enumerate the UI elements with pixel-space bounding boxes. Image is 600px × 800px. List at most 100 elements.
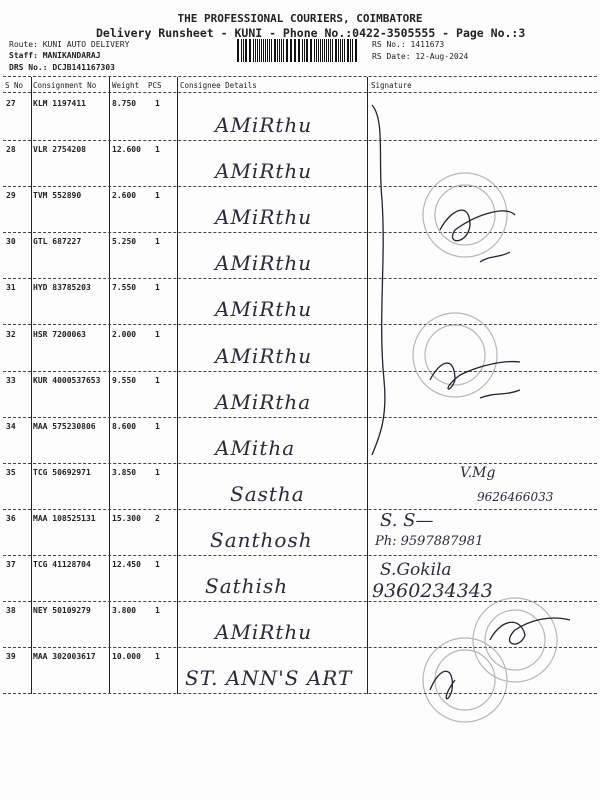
row-consignee-handwritten: AMiRthu: [215, 343, 313, 368]
barcode-bar: [295, 39, 296, 62]
row-divider: [3, 232, 597, 234]
row-consignment-no: HSR 7200063: [33, 329, 86, 339]
row-pcs: 1: [155, 606, 160, 616]
barcode-bar: [305, 39, 307, 62]
row-sno: 37: [6, 560, 16, 569]
col-consignment: Consignment No: [33, 81, 97, 90]
rs-date: RS Date: 12-Aug-2024: [372, 52, 469, 61]
row-sno: 34: [6, 421, 16, 431]
row-consignee-handwritten: AMiRthu: [215, 251, 313, 276]
row-consignee-handwritten: Sathish: [205, 574, 289, 598]
row-sno: 39: [6, 652, 16, 662]
barcode-bar: [257, 39, 258, 62]
barcode: [237, 39, 359, 62]
row-weight: 3.800: [112, 606, 137, 616]
barcode-bar: [338, 39, 340, 62]
row-consignee-handwritten: Sastha: [230, 481, 305, 506]
row-sno: 35: [6, 467, 16, 477]
column-rule: [367, 77, 368, 694]
divider: [3, 693, 597, 694]
row-consignment-no: MAA 108525131: [33, 513, 96, 523]
row-divider: [3, 462, 597, 464]
row-weight: 9.550: [112, 375, 137, 385]
row-weight: 2.600: [112, 191, 137, 201]
row-pcs: 1: [155, 421, 160, 431]
barcode-bar: [277, 39, 279, 62]
row-consignee-handwritten: AMiRthu: [215, 205, 313, 230]
row-weight: 3.850: [112, 467, 137, 477]
barcode-bar: [331, 39, 333, 62]
signature-text: S. S—: [380, 510, 434, 531]
barcode-bar: [262, 39, 264, 62]
row-divider: [3, 140, 597, 141]
row-consignment-no: HYD 83785203: [33, 283, 91, 293]
row-consignment-no: TCG 41128704: [33, 560, 91, 569]
staff: Staff: MANIKANDARAJ: [9, 51, 101, 60]
row-weight: 12.450: [112, 560, 141, 569]
column-rule: [177, 77, 178, 694]
row-sno: 36: [6, 513, 16, 523]
row-consignee-handwritten: ST. ANN'S ART: [185, 666, 353, 691]
barcode-bar: [289, 39, 291, 62]
barcode-bar: [307, 39, 309, 62]
barcode-bar: [326, 39, 327, 62]
column-rule: [31, 77, 32, 694]
row-consignment-no: MAA 302003617: [33, 652, 96, 662]
row-sno: 27: [6, 99, 16, 108]
barcode-bar: [274, 39, 276, 62]
row-sno: 28: [6, 145, 16, 155]
barcode-bar: [244, 39, 246, 62]
barcode-bar: [265, 39, 266, 62]
signature-scribble: [371, 104, 571, 700]
barcode-bar: [354, 39, 356, 62]
row-sno: 29: [6, 191, 16, 201]
runsheet-subtitle: Delivery Runsheet - KUNI - Phone No.:042…: [96, 26, 526, 40]
row-consignee-handwritten: AMiRtha: [215, 389, 312, 414]
row-weight: 2.000: [112, 329, 137, 339]
divider: [3, 76, 597, 77]
barcode-bar: [350, 39, 352, 62]
col-sno: S No: [5, 81, 24, 90]
row-weight: 15.300: [112, 513, 141, 523]
row-divider: [3, 416, 597, 418]
barcode-bar: [252, 39, 254, 62]
row-weight: 10.000: [112, 652, 141, 662]
row-divider: [3, 554, 597, 556]
barcode-bar: [282, 39, 284, 62]
row-consignee-handwritten: AMiRthu: [215, 620, 313, 645]
row-pcs: 1: [155, 237, 160, 247]
row-weight: 8.600: [112, 421, 137, 431]
route: Route: KUNI AUTO DELIVERY: [9, 40, 130, 49]
barcode-bar: [270, 39, 272, 62]
row-divider: [3, 324, 597, 326]
row-weight: 7.550: [112, 283, 137, 293]
barcode-bar: [301, 39, 303, 62]
row-consignment-no: GTL 687227: [33, 237, 82, 247]
row-consignee-handwritten: Santhosh: [210, 527, 313, 552]
row-pcs: 1: [155, 375, 160, 385]
row-consignment-no: KUR 4000537653: [33, 375, 101, 385]
row-divider: [3, 370, 597, 372]
row-weight: 8.750: [112, 99, 137, 108]
row-pcs: 1: [155, 145, 160, 155]
row-pcs: 1: [155, 283, 160, 293]
barcode-bar: [335, 39, 337, 62]
row-pcs: 1: [155, 467, 160, 477]
drs-no: DRS No.: DCJB141167303: [9, 63, 115, 72]
rs-no: RS No.: 1411673: [372, 40, 445, 49]
barcode-bar: [330, 39, 331, 62]
barcode-bar: [311, 39, 312, 62]
barcode-bar: [342, 39, 343, 62]
signature-phone: Ph: 9597887981: [375, 534, 484, 549]
barcode-bar: [347, 39, 349, 62]
row-pcs: 1: [155, 652, 160, 662]
row-divider: [3, 601, 597, 602]
row-sno: 31: [6, 283, 16, 293]
row-pcs: 1: [155, 191, 160, 201]
row-divider: [3, 647, 597, 649]
barcode-bar: [343, 39, 345, 62]
col-weight: Weight: [112, 81, 140, 90]
row-weight: 5.250: [112, 237, 137, 247]
barcode-bar: [250, 39, 251, 62]
